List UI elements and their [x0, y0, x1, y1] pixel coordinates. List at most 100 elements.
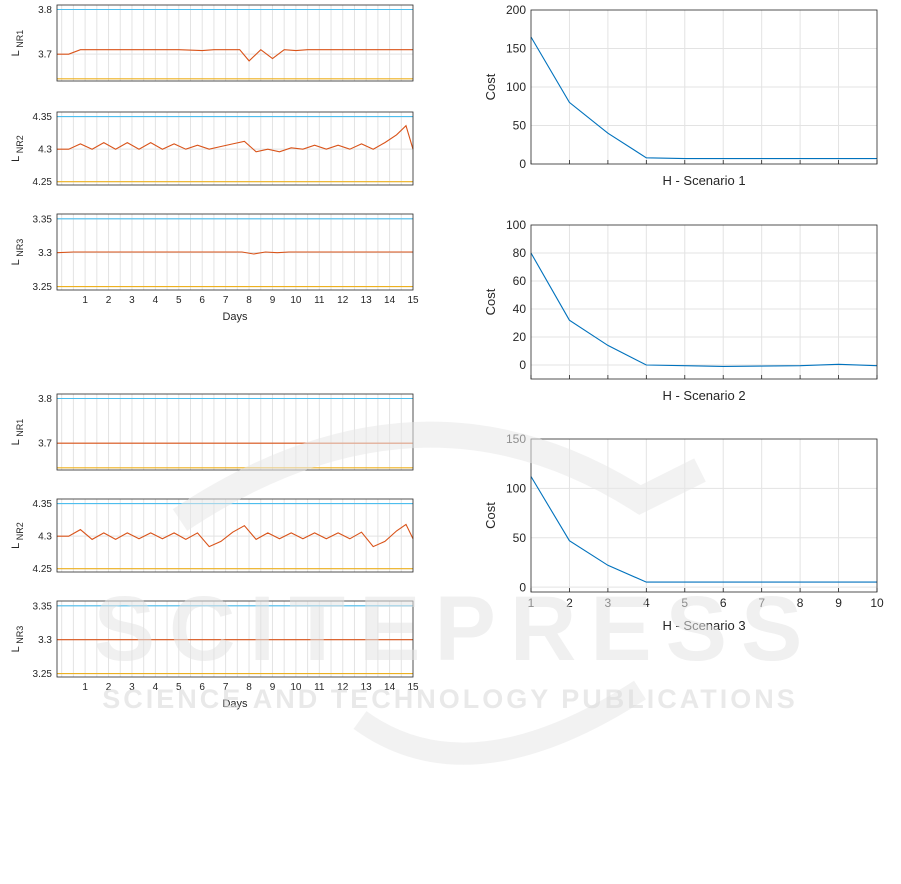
y-tick-label: 0 [519, 580, 526, 594]
y-axis-label-subscript: NR2 [15, 522, 25, 543]
x-axis-label: H - Scenario 2 [662, 388, 745, 403]
left-bottom-nr1-panel: 3.7 3.8 L NR1 [10, 393, 414, 471]
y-tick-label: 50 [513, 531, 527, 545]
y-tick-label: 0 [519, 157, 526, 171]
y-axis-label-main: Cost [483, 73, 498, 100]
cost-scenario-3-panel: 0 50 100 150 1 2 3 4 5 6 7 8 9 10 H - Scenario 3 Cost [483, 432, 884, 633]
x-tick-label: 3 [605, 596, 612, 610]
x-tick-label: 6 [720, 596, 727, 610]
y-axis-label-subscript: NR3 [15, 239, 25, 260]
series-level-line [56, 251, 413, 255]
y-tick-label: 20 [513, 330, 527, 344]
y-axis-label-main: L [10, 646, 22, 652]
y-axis-label-subscript: NR1 [15, 30, 25, 51]
series-level-line [57, 124, 414, 153]
x-tick-label: 7 [223, 682, 229, 693]
axes-frame [56, 600, 414, 678]
x-tick-label: 1 [82, 682, 88, 693]
y-tick-label: 40 [513, 302, 527, 316]
axes-frame [56, 4, 414, 82]
plot-area [57, 601, 413, 677]
y-tick-label: 4.3 [38, 145, 52, 156]
x-tick-label: 11 [314, 295, 325, 306]
x-tick-label: 1 [528, 596, 535, 610]
x-tick-label: 5 [176, 295, 182, 306]
y-tick-label: 3.8 [38, 5, 52, 16]
x-tick-label: 10 [870, 596, 884, 610]
y-tick-label: 50 [513, 119, 527, 133]
x-tick-label: 15 [407, 682, 419, 693]
y-tick-label: 150 [506, 432, 526, 446]
x-axis-label: H - Scenario 3 [662, 618, 745, 633]
y-tick-label: 3.35 [33, 214, 53, 225]
y-axis-label: Cost [483, 73, 498, 100]
x-tick-label: 7 [223, 295, 229, 306]
x-tick-label: 8 [246, 295, 252, 306]
y-axis-label: Cost [483, 288, 498, 315]
x-tick-label: 5 [176, 682, 182, 693]
series-cost-line [530, 476, 877, 583]
axes-frame [56, 213, 414, 291]
axes-frame [530, 9, 878, 165]
plot-area [57, 112, 413, 185]
y-tick-label: 4.3 [38, 532, 52, 543]
y-tick-label: 3.3 [38, 248, 52, 259]
y-axis-label-subscript: NR1 [15, 419, 25, 440]
y-axis-label: L NR1 [10, 419, 25, 446]
plot-area [57, 394, 413, 470]
y-axis-label: L NR3 [10, 239, 25, 266]
y-axis-label-main: L [10, 439, 22, 445]
y-axis-label-main: L [10, 156, 22, 162]
x-tick-label: 14 [384, 682, 396, 693]
x-tick-label: 8 [797, 596, 804, 610]
x-tick-label: 3 [129, 295, 135, 306]
y-axis-label-subscript: NR3 [15, 626, 25, 647]
y-tick-label: 80 [513, 246, 527, 260]
y-axis-label-main: L [10, 50, 22, 56]
plot-area [57, 5, 413, 81]
x-tick-label: 12 [337, 682, 349, 693]
x-tick-label: 15 [407, 295, 419, 306]
x-tick-label: 4 [153, 682, 159, 693]
y-axis-label: L NR2 [10, 135, 25, 162]
x-tick-label: 2 [106, 682, 112, 693]
series-level-line [57, 48, 413, 62]
x-tick-label: 4 [643, 596, 650, 610]
series-cost-line [530, 36, 877, 160]
plot-area [531, 225, 877, 379]
y-tick-label: 150 [506, 42, 526, 56]
x-tick-label: 14 [384, 295, 396, 306]
y-axis-label-subscript: NR2 [15, 135, 25, 156]
x-tick-label: 9 [270, 682, 276, 693]
y-tick-label: 3.25 [33, 282, 53, 293]
x-tick-label: 10 [290, 295, 302, 306]
y-tick-label: 3.25 [33, 669, 53, 680]
y-tick-label: 0 [519, 358, 526, 372]
x-axis-label: H - Scenario 1 [662, 173, 745, 188]
x-tick-label: 6 [199, 295, 205, 306]
left-bottom-nr2-panel: 4.25 4.3 4.35 L NR2 [10, 498, 414, 575]
y-tick-label: 3.3 [38, 635, 52, 646]
y-tick-label: 200 [506, 3, 526, 17]
x-tick-label: 3 [129, 682, 135, 693]
x-tick-label: 12 [337, 295, 349, 306]
axes-frame [56, 111, 414, 186]
y-tick-label: 4.35 [33, 112, 53, 123]
plot-area [531, 439, 877, 592]
y-axis-label: L NR2 [10, 522, 25, 549]
x-tick-label: 13 [361, 295, 373, 306]
y-tick-label: 60 [513, 274, 527, 288]
x-tick-label: 13 [361, 682, 373, 693]
x-tick-label: 8 [246, 682, 252, 693]
y-tick-label: 3.7 [38, 439, 52, 450]
x-tick-label: 2 [106, 295, 112, 306]
y-tick-label: 100 [506, 80, 526, 94]
y-axis-label-main: Cost [483, 502, 498, 529]
x-tick-label: 6 [199, 682, 205, 693]
y-tick-label: 100 [506, 482, 526, 496]
cost-scenario-1-panel: 0 50 100 150 200 H - Scenario 1 Cost [483, 3, 878, 188]
x-tick-label: 4 [153, 295, 159, 306]
y-axis-label-main: L [10, 259, 22, 265]
